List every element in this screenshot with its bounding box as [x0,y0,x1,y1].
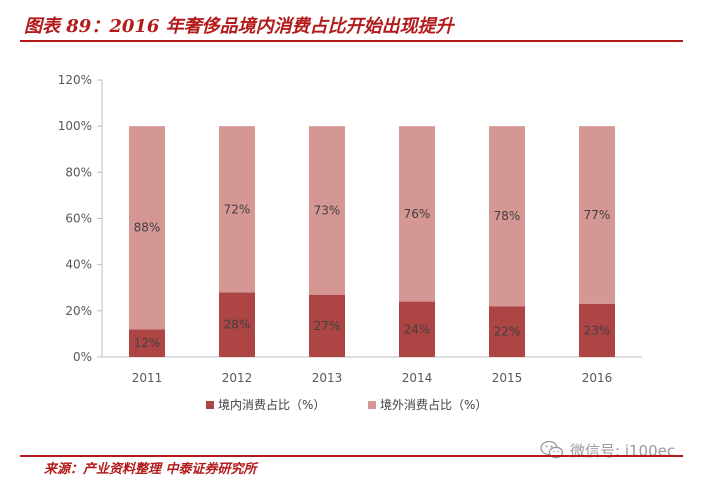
y-tick-label: 40% [65,258,92,272]
domestic-bar [129,329,165,357]
overseas-data-label: 73% [314,203,341,217]
y-tick-label: 120% [58,73,92,87]
x-tick-label: 2012 [222,371,253,385]
y-tick-label: 100% [58,119,92,133]
overseas-bar [579,126,615,304]
overseas-bar [399,126,435,302]
domestic-data-label: 12% [134,336,161,350]
overseas-data-label: 88% [134,221,161,235]
legend-label-domestic: 境内消费占比（%） [218,397,325,412]
x-tick-label: 2015 [492,371,523,385]
y-tick-label: 60% [65,212,92,226]
overseas-data-label: 78% [494,209,521,223]
overseas-data-label: 77% [584,208,611,222]
x-tick-label: 2013 [312,371,343,385]
overseas-data-label: 76% [404,207,431,221]
page-title: 图表 89：2016 年奢侈品境内消费占比开始出现提升 [24,16,454,37]
watermark-text: 微信号: i100ec [570,441,676,460]
domestic-bar [489,306,525,357]
x-tick-label: 2016 [582,371,613,385]
source-note: 来源：产业资料整理 中泰证券研究所 [44,462,257,477]
legend-label-overseas: 境外消费占比（%） [380,397,487,412]
overseas-bar [309,126,345,295]
y-tick-label: 80% [65,165,92,179]
domestic-bar [219,292,255,357]
x-tick-label: 2011 [132,371,163,385]
overseas-bar [489,126,525,307]
title-bar [20,8,683,42]
domestic-data-label: 27% [314,319,341,333]
domestic-data-label: 28% [224,318,251,332]
domestic-bar [309,294,345,357]
overseas-bar [129,126,165,330]
wechat-watermark: 微信号: i100ec [540,436,675,464]
legend-swatch-domestic [206,401,214,409]
footer-divider [20,455,683,457]
x-tick-label: 2014 [402,371,433,385]
wechat-icon [540,440,564,459]
domestic-bar [399,301,435,357]
domestic-bar [579,303,615,357]
domestic-data-label: 22% [494,325,521,339]
overseas-bar [219,126,255,293]
domestic-data-label: 24% [404,322,431,336]
legend-swatch-overseas [368,401,376,409]
overseas-data-label: 72% [224,202,251,216]
y-tick-label: 20% [65,304,92,318]
y-tick-label: 0% [73,350,92,364]
domestic-data-label: 23% [584,323,611,337]
